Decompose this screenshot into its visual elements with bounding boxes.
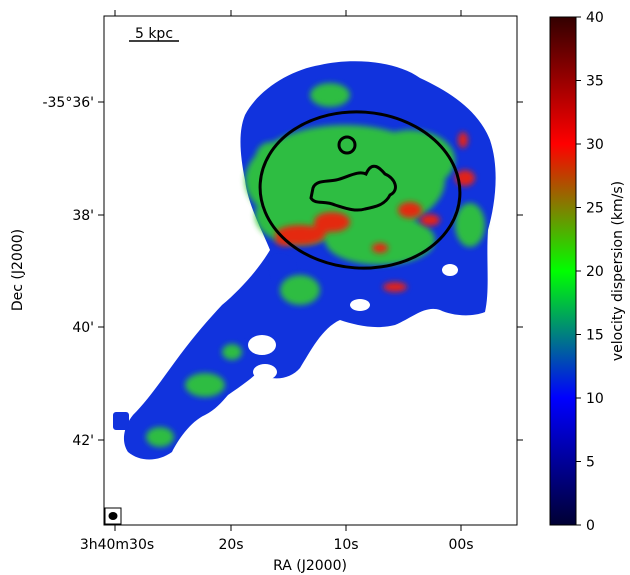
x-axis-label: RA (J2000) <box>273 558 347 574</box>
colorbar-tick-label: 15 <box>586 328 604 344</box>
colorbar-tick-label: 10 <box>586 391 604 407</box>
map-contours <box>258 110 462 270</box>
x-tick-label: 3h40m30s <box>80 537 154 553</box>
x-tick-label: 00s <box>448 537 473 553</box>
colorbar-tick-label: 35 <box>586 74 604 90</box>
colorbar-tick-label: 40 <box>586 10 604 26</box>
colorbar-tick-label: 0 <box>586 518 595 534</box>
colorbar-tick-label: 30 <box>586 137 604 153</box>
axis-ticks <box>98 10 523 531</box>
colorbar-tick-label: 20 <box>586 264 604 280</box>
scale-bar-label: 5 kpc <box>135 26 173 42</box>
velocity-dispersion-map <box>113 61 496 460</box>
plot-frame <box>103 15 518 526</box>
y-tick-label: -35°36' <box>42 95 94 111</box>
beam-marker <box>104 507 122 525</box>
x-tick-label: 20s <box>218 537 243 553</box>
scale-bar: 5 kpc <box>129 26 179 42</box>
y-axis-label: Dec (J2000) <box>10 229 26 311</box>
map-high-dispersion-region <box>275 132 475 292</box>
colorbar-label: velocity dispersion (km/s) <box>610 181 626 361</box>
y-tick-label: 42' <box>72 433 94 449</box>
colorbar-tick-label: 25 <box>586 201 604 217</box>
map-low-dispersion-region <box>113 61 496 460</box>
irregular-contour <box>309 164 397 212</box>
large-ellipse-contour <box>258 110 462 270</box>
x-tick-label: 10s <box>333 537 358 553</box>
colorbar: 0 5 10 15 20 25 30 35 40 velocity disper… <box>549 10 626 534</box>
map-masked-holes <box>248 264 458 380</box>
colorbar-tick-label: 5 <box>586 455 595 471</box>
colorbar-gradient-bar <box>549 16 577 526</box>
y-tick-label: 40' <box>72 320 94 336</box>
y-tick-label: 38' <box>72 208 94 224</box>
small-circle-contour <box>337 135 357 155</box>
